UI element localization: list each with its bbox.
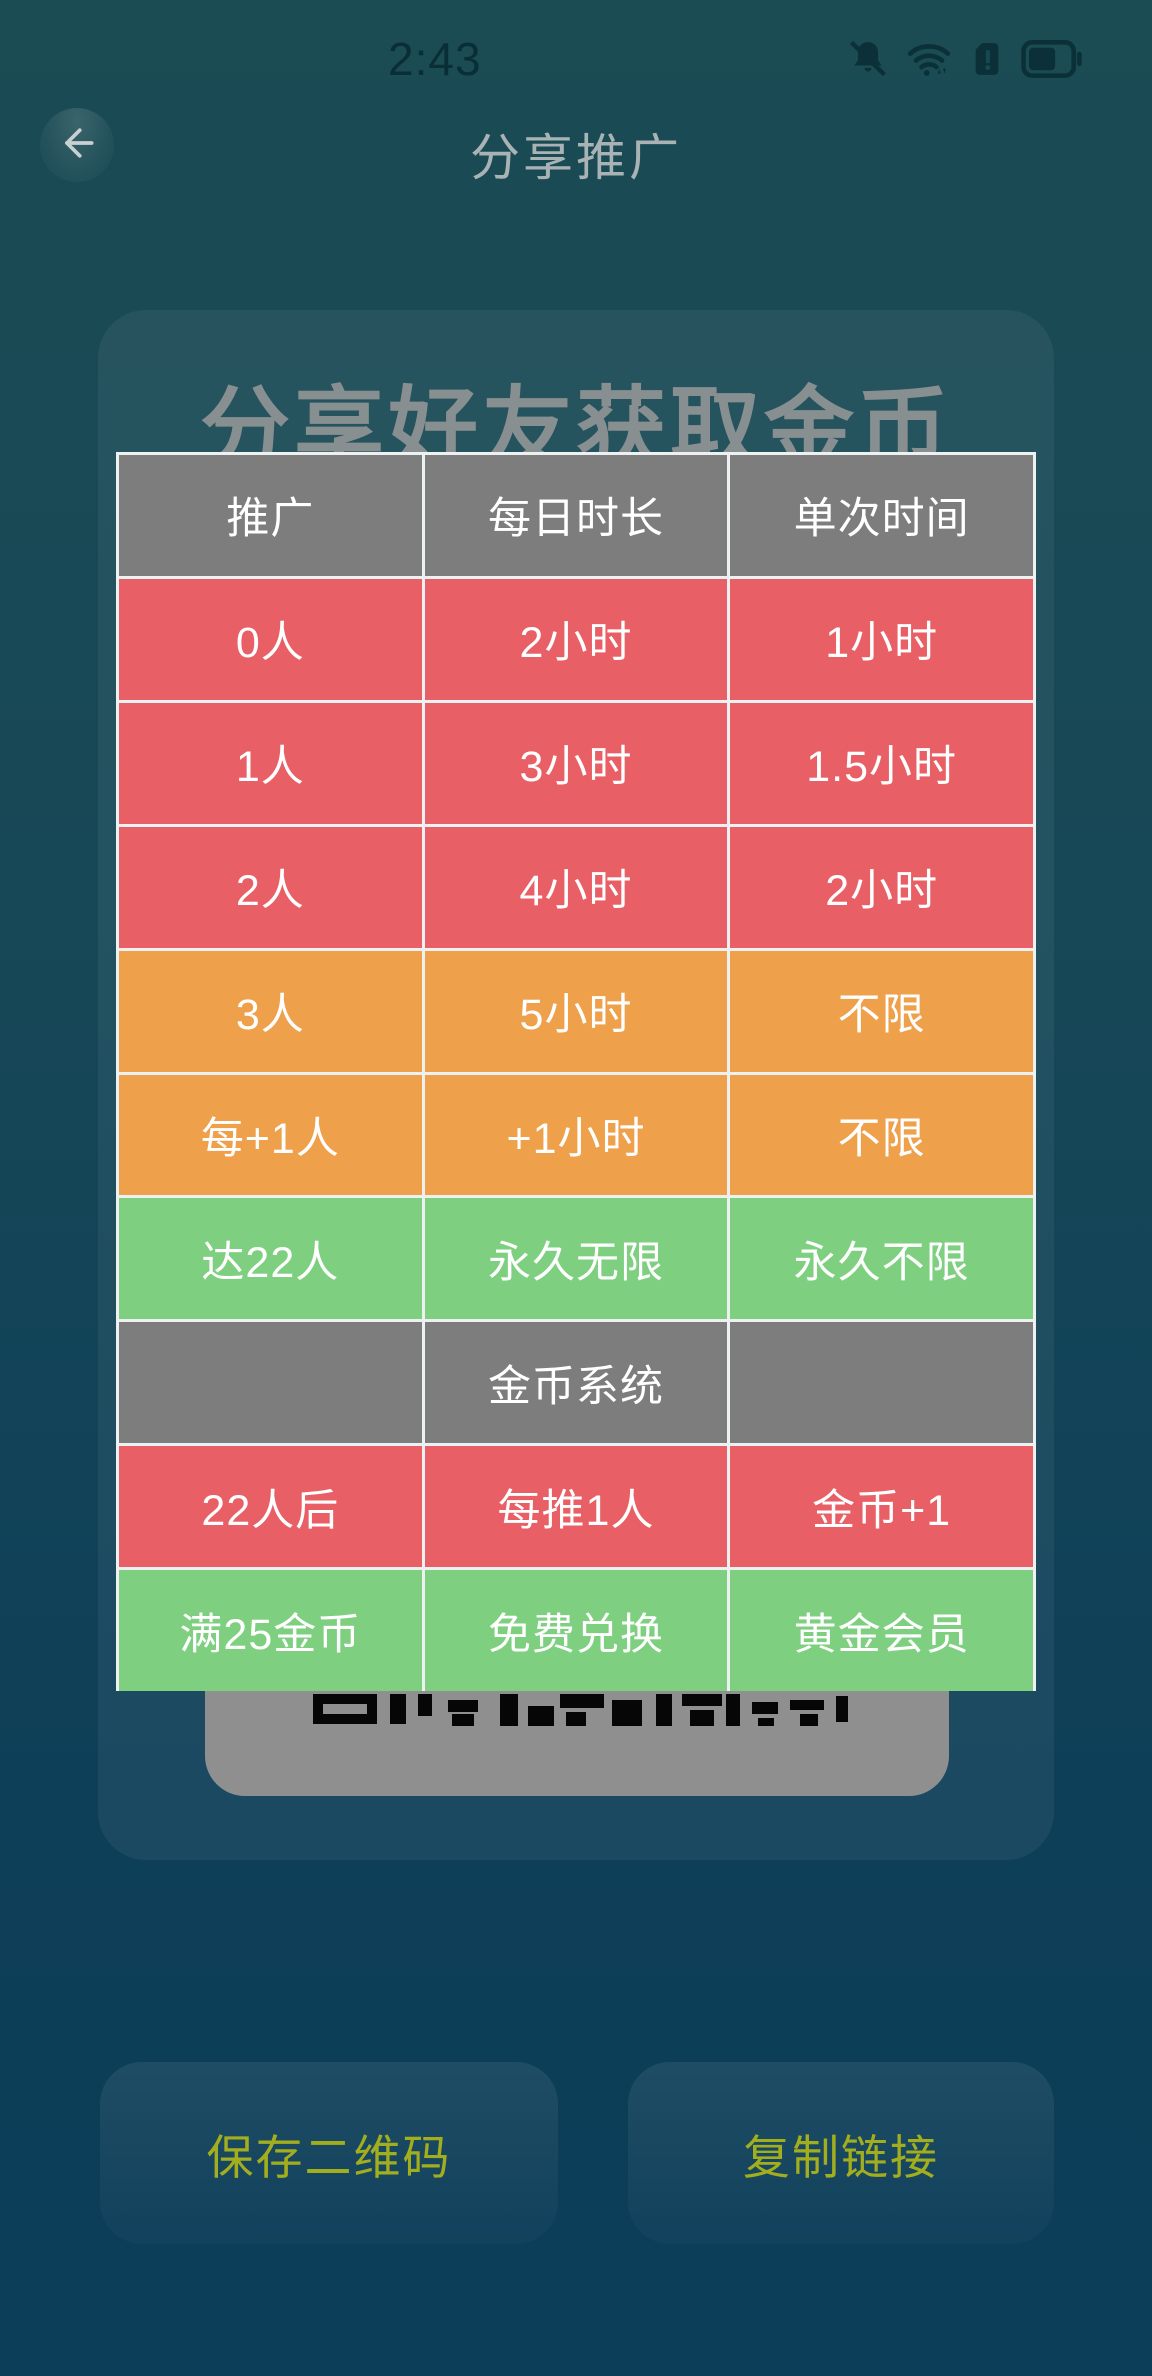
table-cell: 1.5小时 xyxy=(730,702,1033,824)
table-cell: 3人 xyxy=(119,950,422,1072)
table-cell: 22人后 xyxy=(119,1446,422,1568)
table-cell: 0人 xyxy=(119,578,422,700)
wifi-icon xyxy=(904,36,954,82)
table-cell xyxy=(730,1322,1033,1444)
table-cell: 2人 xyxy=(119,826,422,948)
table-cell xyxy=(119,1322,422,1444)
table-cell: 2小时 xyxy=(730,826,1033,948)
table-cell: 永久无限 xyxy=(424,1198,728,1320)
table-cell: 金币系统 xyxy=(424,1322,728,1444)
table-cell: 达22人 xyxy=(119,1198,422,1320)
status-icons xyxy=(845,34,1084,84)
table-cell: 2小时 xyxy=(424,578,728,700)
back-arrow-icon xyxy=(55,121,99,170)
table-cell: 免费兑换 xyxy=(424,1570,728,1691)
rewards-table: 推广 每日时长 单次时间 0人 2小时 1小时 1人 3小时 1.5小时 2人 4小时 2小时 3人 5小… xyxy=(116,452,1036,1691)
table-cell: 5小时 xyxy=(424,950,728,1072)
table-cell: 不限 xyxy=(730,950,1033,1072)
table-cell: 永久不限 xyxy=(730,1198,1033,1320)
battery-icon xyxy=(1020,36,1084,82)
table-cell: 黄金会员 xyxy=(730,1570,1033,1691)
table-cell: 1小时 xyxy=(730,578,1033,700)
table-cell: 每+1人 xyxy=(119,1074,422,1196)
clock: 2:43 xyxy=(388,33,482,85)
save-qr-button[interactable]: 保存二维码 xyxy=(100,2062,558,2244)
table-cell: 每推1人 xyxy=(424,1446,728,1568)
notifications-off-icon xyxy=(845,36,891,82)
back-button[interactable] xyxy=(40,108,114,182)
copy-link-button[interactable]: 复制链接 xyxy=(628,2062,1054,2244)
sim-alert-icon xyxy=(967,36,1007,82)
table-cell: 1人 xyxy=(119,702,422,824)
page-title: 分享推广 xyxy=(470,130,682,186)
save-qr-label: 保存二维码 xyxy=(206,2130,452,2184)
table-header-cell: 推广 xyxy=(119,455,422,576)
table-header-cell: 单次时间 xyxy=(730,455,1033,576)
table-cell: +1小时 xyxy=(424,1074,728,1196)
table-cell: 4小时 xyxy=(424,826,728,948)
table-cell: 3小时 xyxy=(424,702,728,824)
copy-link-label: 复制链接 xyxy=(743,2130,939,2184)
table-cell: 满25金币 xyxy=(119,1570,422,1691)
table-cell: 金币+1 xyxy=(730,1446,1033,1568)
table-header-cell: 每日时长 xyxy=(424,455,728,576)
table-cell: 不限 xyxy=(730,1074,1033,1196)
